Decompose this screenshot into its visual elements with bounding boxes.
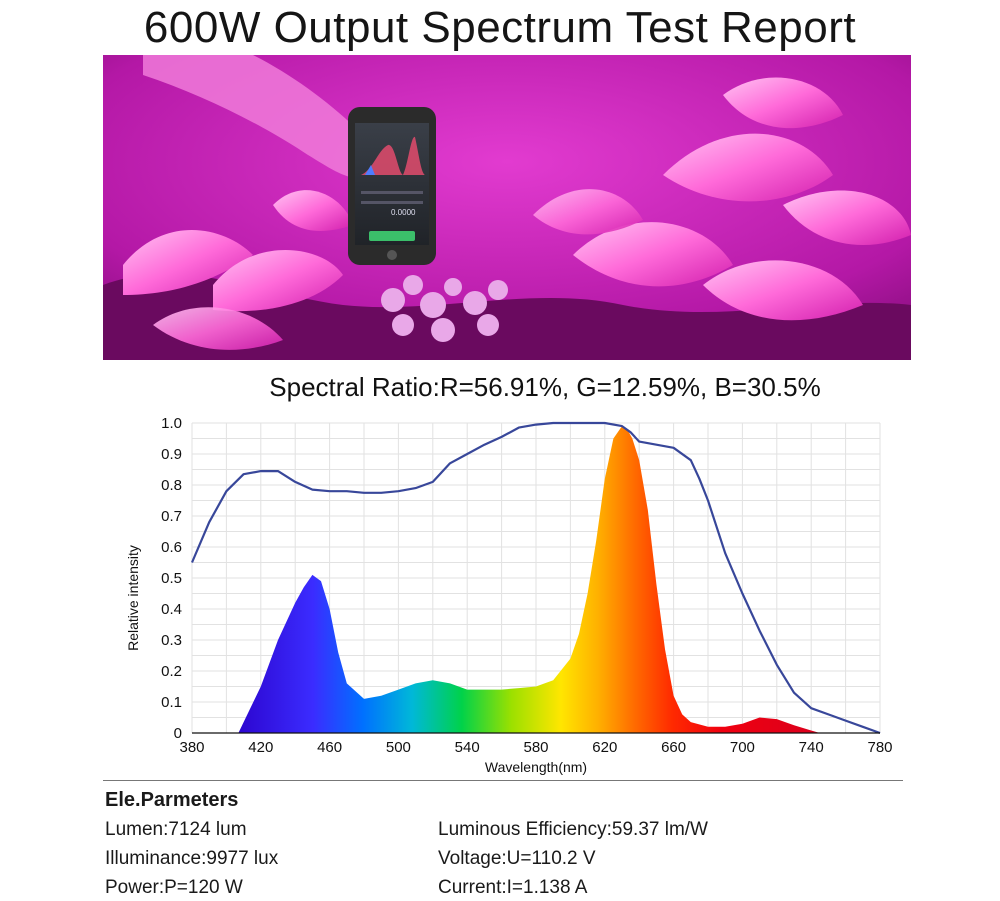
param-efficiency: Luminous Efficiency:59.37 lm/W [438, 819, 708, 840]
y-tick-label: 0.1 [161, 694, 182, 711]
y-tick-label: 1.0 [161, 415, 182, 432]
spectral-ratio: Spectral Ratio:R=56.91%, G=12.59%, B=30.… [269, 372, 821, 402]
svg-text:0.0000: 0.0000 [391, 208, 416, 217]
report-title: 600W Output Spectrum Test Report [143, 3, 857, 52]
param-lumen: Lumen:7124 lum [105, 819, 247, 840]
response-curve-line [190, 421, 881, 735]
param-power: Power:P=120 W [105, 877, 243, 898]
x-axis-ticks: 380 420 460 500 540 580 620 660 700 740 780 [179, 739, 892, 756]
x-tick-label: 700 [730, 739, 755, 756]
y-tick-label: 0 [174, 725, 182, 742]
y-tick-label: 0.6 [161, 539, 182, 556]
y-tick-label: 0.8 [161, 477, 182, 494]
y-tick-label: 0.4 [161, 601, 182, 618]
y-tick-label: 0.9 [161, 446, 182, 463]
y-axis-label: Relative intensity [125, 545, 141, 651]
x-tick-label: 780 [867, 739, 892, 756]
x-tick-label: 620 [592, 739, 617, 756]
param-voltage: Voltage:U=110.2 V [438, 848, 596, 869]
x-tick-label: 420 [248, 739, 273, 756]
y-tick-label: 0.7 [161, 508, 182, 525]
y-tick-label: 0.5 [161, 570, 182, 587]
product-photo: 0.0000 [103, 55, 911, 360]
x-tick-label: 460 [317, 739, 342, 756]
y-tick-label: 0.3 [161, 632, 182, 649]
smartphone-spectrometer-icon: 0.0000 [348, 107, 436, 265]
param-illuminance: Illuminance:9977 lux [105, 848, 279, 869]
x-tick-label: 660 [661, 739, 686, 756]
x-tick-label: 580 [523, 739, 548, 756]
chart-marks [190, 421, 881, 735]
lily-left-icon [123, 190, 353, 350]
x-tick-label: 500 [386, 739, 411, 756]
x-tick-label: 380 [179, 739, 204, 756]
x-axis-label: Wavelength(nm) [485, 759, 587, 775]
x-tick-label: 540 [455, 739, 480, 756]
section-divider [103, 780, 903, 781]
x-tick-label: 740 [799, 739, 824, 756]
spectrum-area [238, 426, 820, 733]
param-current: Current:I=1.138 A [438, 877, 588, 898]
flower-cluster-icon [381, 275, 508, 342]
y-axis-ticks: 0 0.1 0.2 0.3 0.4 0.5 0.6 0.7 0.8 0.9 1.0 [161, 415, 182, 742]
spectrum-chart: 0 0.1 0.2 0.3 0.4 0.5 0.6 0.7 0.8 0.9 1.0 380 420 46… [125, 415, 893, 775]
params-heading: Ele.Parmeters [105, 789, 239, 811]
y-tick-label: 0.2 [161, 663, 182, 680]
lily-photo-illustration: 0.0000 [103, 55, 911, 360]
lily-right-icon [533, 77, 911, 321]
